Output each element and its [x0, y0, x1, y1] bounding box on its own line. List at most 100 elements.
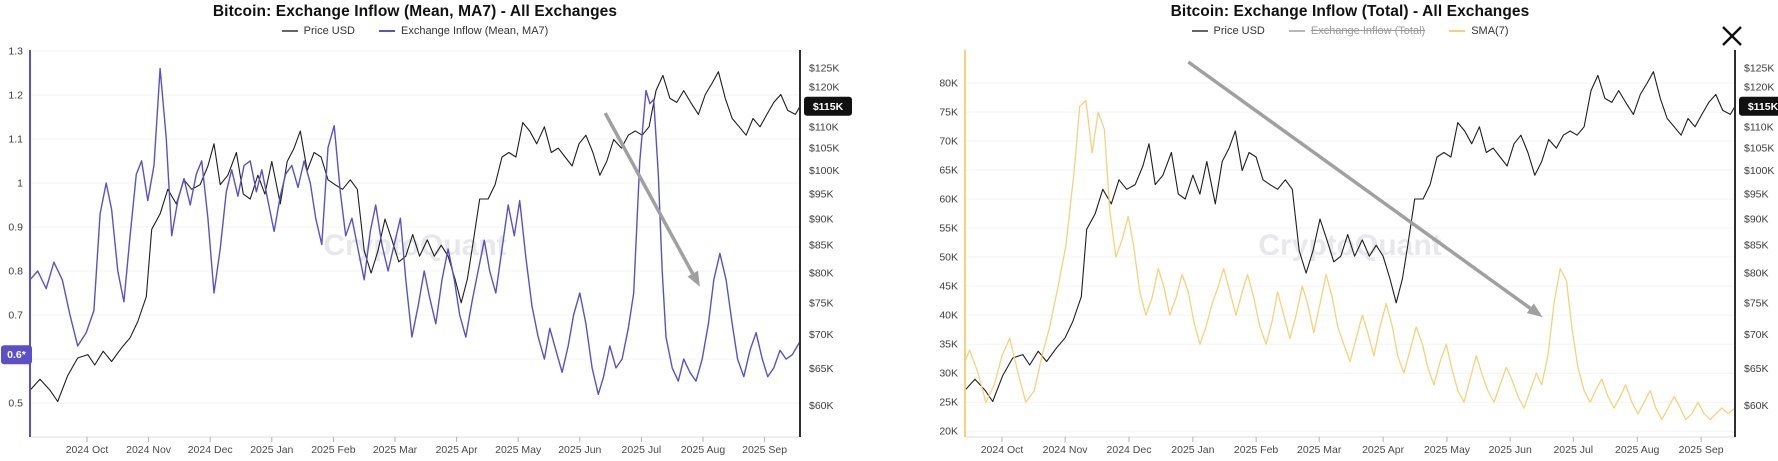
x-tick-label: 2025 Sep: [1679, 444, 1724, 456]
legend-item-price-usd[interactable]: Price USD: [1191, 25, 1265, 37]
chart-plot: CryptoQuant 2024 Oct 2024 Nov 2024 Dec 2025 …: [1, 45, 852, 456]
legend-label: Exchange Inflow (Total): [1310, 25, 1426, 37]
right-axis-tick-label: $60K: [809, 400, 834, 412]
close-button[interactable]: [1712, 16, 1752, 56]
left-axis-tick-label: 20K: [939, 426, 958, 438]
x-tick-label: 2025 Sep: [742, 444, 787, 456]
x-tick-label: 2025 Jan: [1171, 444, 1214, 456]
x-tick-label: 2024 Oct: [981, 444, 1024, 456]
right-axis-tick-label: $60K: [1744, 400, 1769, 412]
trend-arrow: [603, 112, 695, 275]
right-axis-tick-label: $125K: [809, 63, 839, 75]
legend-item-sma-7[interactable]: SMA(7): [1449, 25, 1508, 37]
left-axis-tick-label: 30K: [939, 368, 958, 380]
chart-panel-inflow-mean: Bitcoin: Exchange Inflow (Mean, MA7) - A…: [0, 0, 870, 461]
right-axis-tick-label: $125K: [1744, 63, 1774, 75]
right-axis-tick-label: $70K: [1744, 329, 1769, 341]
left-axis-tick-label: 70K: [939, 136, 958, 148]
left-axis-tick-label: 0.5: [8, 398, 23, 410]
right-axis-tick-label: $85K: [809, 240, 834, 252]
left-axis-tick-label: 1: [17, 178, 23, 190]
right-axis-tick-label: $90K: [1744, 214, 1769, 226]
watermark: CryptoQuant: [1258, 229, 1441, 262]
right-axis-tick-label: $75K: [809, 297, 834, 309]
right-axis-tick-label: $100K: [809, 165, 839, 177]
left-axis-tick-label: 35K: [939, 339, 958, 351]
left-axis-tick-label: 0.9: [8, 222, 23, 234]
x-tick-label: 2025 Jun: [1489, 444, 1532, 456]
x-tick-label: 2025 Feb: [311, 444, 356, 456]
legend-item-price-usd[interactable]: Price USD: [281, 25, 355, 37]
exchange-inflow-mean-ma7-line: [29, 67, 801, 395]
x-tick-label: 2024 Oct: [66, 444, 109, 456]
badge-label: 0.6*: [7, 349, 27, 361]
left-axis-tick-label: 1.1: [8, 133, 23, 145]
legend-dash: [1449, 30, 1466, 32]
badge-label: $115K: [1748, 101, 1778, 113]
left-axis-tick-label: 75K: [939, 107, 958, 119]
left-axis-tick-label: 50K: [939, 252, 958, 264]
watermark: CryptoQuant: [323, 229, 506, 262]
price-usd-line: [964, 71, 1736, 403]
x-tick-label: 2025 May: [495, 444, 542, 456]
chart-legend: Price USD Exchange Inflow (Total) SMA(7): [965, 25, 1735, 37]
x-tick-label: 2025 May: [1424, 444, 1471, 456]
chart-panel-inflow-total: Bitcoin: Exchange Inflow (Total) - All E…: [890, 0, 1778, 461]
left-axis-tick-label: 65K: [939, 165, 958, 177]
left-axis-tick-label: 1.3: [8, 45, 23, 57]
x-tick-label: 2024 Nov: [1043, 444, 1089, 456]
legend-label: Price USD: [303, 25, 355, 37]
right-axis-tick-label: $110K: [809, 121, 839, 133]
chart-plot: CryptoQuant 2024 Oct 2024 Nov 2024 Dec 2025 …: [939, 50, 1778, 456]
right-axis-tick-label: $120K: [809, 81, 839, 93]
x-tick-label: 2024 Dec: [188, 444, 233, 456]
right-axis-tick-label: $75K: [1744, 297, 1769, 309]
x-tick-label: 2024 Nov: [126, 444, 172, 456]
right-axis-tick-label: $90K: [809, 214, 834, 226]
left-axis-tick-label: 0.8: [8, 266, 23, 278]
legend-dash: [1288, 30, 1305, 32]
close-icon: [1722, 26, 1742, 46]
legend-item-exchange-inflow-total[interactable]: Exchange Inflow (Total): [1288, 25, 1426, 37]
right-axis-tick-label: $110K: [1744, 121, 1774, 133]
badge-label: $115K: [813, 101, 844, 113]
trend-arrow-head: [687, 270, 700, 287]
x-tick-label: 2025 Mar: [373, 444, 418, 456]
legend-dash: [1191, 30, 1208, 32]
x-tick-label: 2025 Apr: [1362, 444, 1405, 456]
x-tick-label: 2025 Jan: [250, 444, 293, 456]
x-tick-label: 2025 Jul: [622, 444, 662, 456]
current-value-badge: [1, 345, 32, 365]
right-axis-tick-label: $95K: [809, 189, 834, 201]
right-axis-tick-label: $80K: [809, 268, 834, 280]
right-axis-tick-label: $120K: [1744, 81, 1774, 93]
left-axis-tick-label: 55K: [939, 223, 958, 235]
current-price-badge: [1739, 96, 1778, 116]
right-axis-tick-label: $80K: [1744, 268, 1769, 280]
legend-dash: [281, 30, 298, 32]
left-axis-tick-label: 60K: [939, 194, 958, 206]
x-tick-label: 2024 Dec: [1107, 444, 1152, 456]
legend-label: Exchange Inflow (Mean, MA7): [400, 25, 549, 37]
right-axis-tick-label: $105K: [809, 143, 839, 155]
right-axis-tick-label: $65K: [809, 363, 834, 375]
left-axis-tick-label: 25K: [939, 397, 958, 409]
left-axis-tick-label: 0.7: [8, 310, 23, 322]
chart-legend: Price USD Exchange Inflow (Mean, MA7): [30, 25, 800, 37]
left-axis-tick-label: 45K: [939, 281, 958, 293]
legend-dash: [378, 30, 395, 32]
legend-label: Price USD: [1213, 25, 1265, 37]
legend-item-exchange-inflow-mean-ma7[interactable]: Exchange Inflow (Mean, MA7): [378, 25, 549, 37]
x-tick-label: 2025 Jun: [558, 444, 601, 456]
right-axis-tick-label: $95K: [1744, 189, 1769, 201]
left-axis-tick-label: 40K: [939, 310, 958, 322]
trend-arrow: [1187, 60, 1532, 310]
x-tick-label: 2025 Mar: [1297, 444, 1342, 456]
x-tick-label: 2025 Jul: [1553, 444, 1593, 456]
chart-title: Bitcoin: Exchange Inflow (Total) - All E…: [1170, 3, 1530, 20]
x-tick-label: 2025 Apr: [436, 444, 479, 456]
chart-title: Bitcoin: Exchange Inflow (Mean, MA7) - A…: [212, 3, 618, 20]
right-axis-tick-label: $65K: [1744, 363, 1769, 375]
current-price-badge: [804, 96, 852, 116]
